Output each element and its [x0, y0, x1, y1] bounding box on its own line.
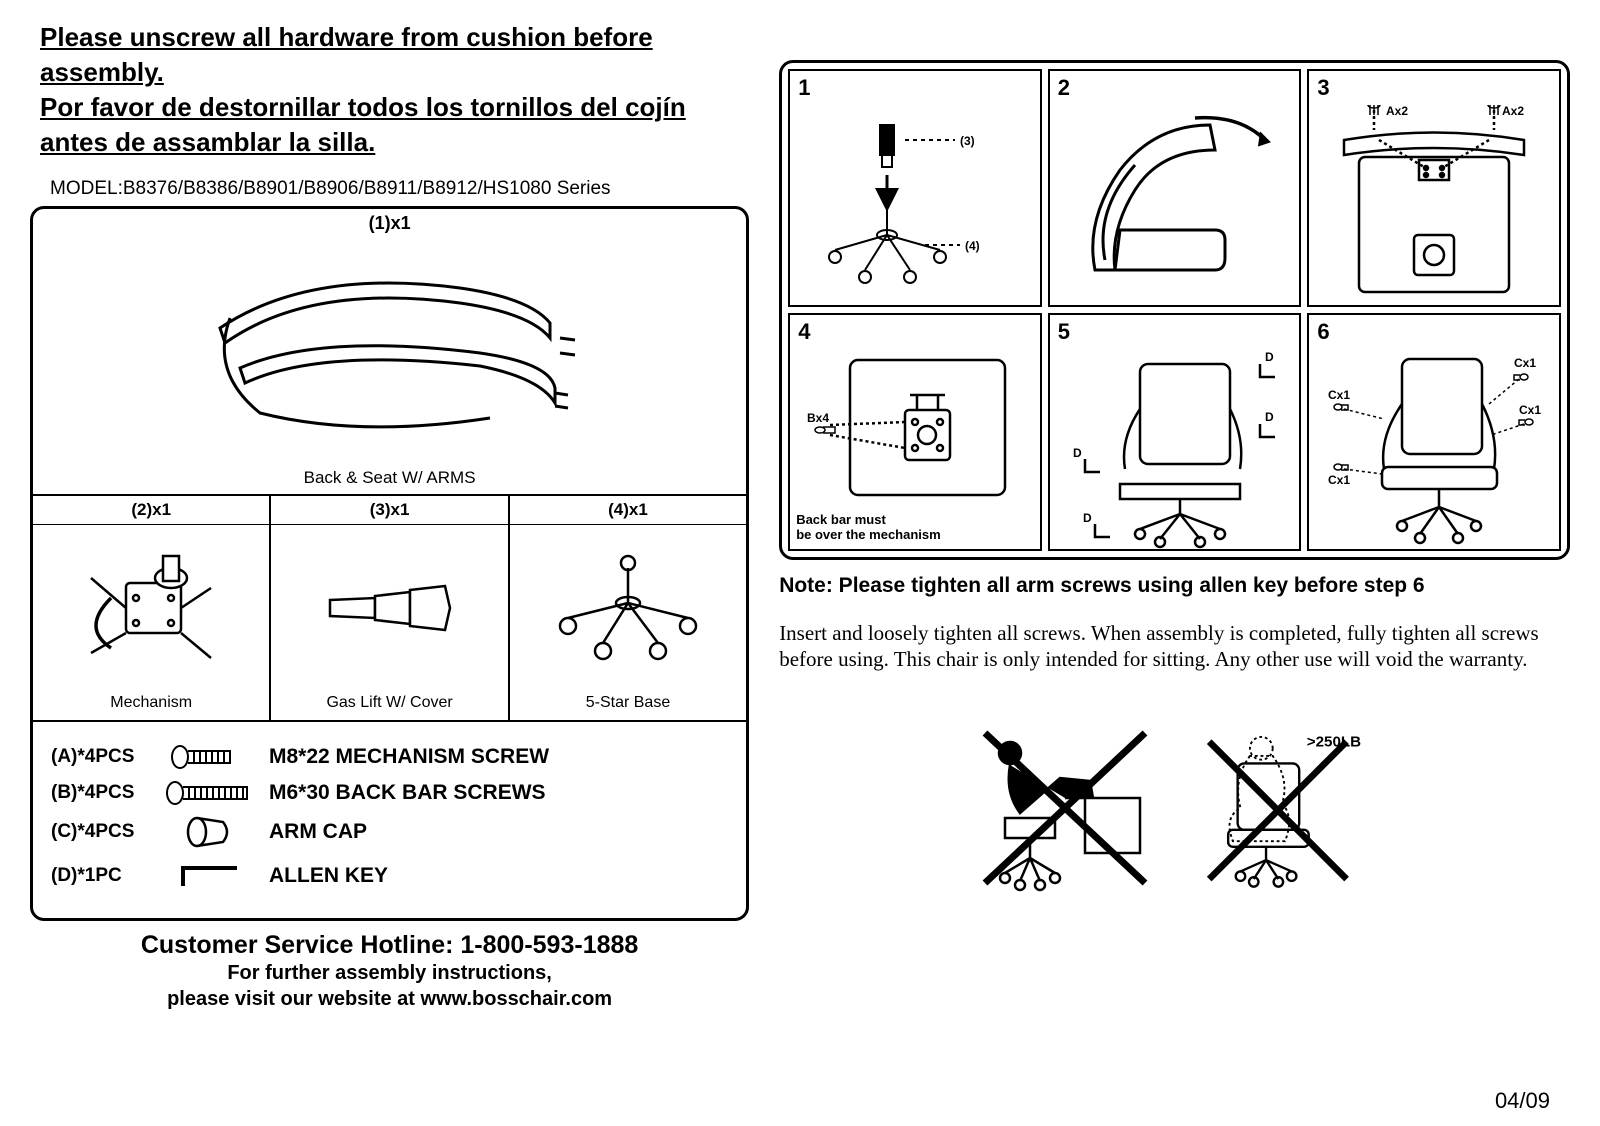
hw-label-0: M8*22 MECHANISM SCREW — [269, 745, 549, 769]
instruction-text: Insert and loosely tighten all screws. W… — [779, 620, 1570, 673]
mechanism-drawing — [33, 525, 269, 690]
sub-label-0: Mechanism — [33, 690, 269, 720]
main-part-drawing — [33, 238, 746, 468]
s3-ax2-l: Ax2 — [1386, 105, 1408, 118]
main-part-cell: (1)x1 Back & Seat W/ ARMS — [33, 209, 746, 496]
model-line: MODEL:B8376/B8386/B8901/B8906/B8911/B891… — [30, 178, 749, 200]
s1-annot-3: (3) — [960, 134, 975, 148]
hw-qty-0: (A)*4PCS — [51, 746, 151, 768]
s6-c2: Cx1 — [1519, 403, 1541, 417]
subpart-base: (4)x1 5-Star Base — [510, 496, 746, 720]
mechanism-icon — [76, 538, 226, 678]
s4-bx4: Bx4 — [807, 411, 829, 425]
hw-qty-3: (D)*1PC — [51, 865, 151, 887]
step-num-6: 6 — [1309, 315, 1559, 349]
hw-row-d: (D)*1PC ALLEN KEY — [51, 858, 728, 894]
step-1-drawing: (3) (4) — [790, 105, 1040, 305]
screw-short-icon — [165, 744, 255, 770]
allen-key-icon — [165, 858, 255, 894]
doc-date: 04/09 — [1495, 1088, 1550, 1114]
hw-row-a: (A)*4PCS M8*22 MECHANISM SCREW — [51, 744, 728, 770]
s3-ax2-r: Ax2 — [1502, 105, 1524, 118]
step-num-2: 2 — [1050, 71, 1300, 105]
s6-c1: Cx1 — [1514, 356, 1536, 370]
step-num-4: 4 — [790, 315, 1040, 349]
warning-weight: >250LB — [1195, 723, 1375, 893]
sub-qty-2: (4)x1 — [510, 496, 746, 525]
footer-contact: Customer Service Hotline: 1-800-593-1888… — [30, 931, 749, 1012]
footer-line1: For further assembly instructions, — [30, 960, 749, 986]
s6-c3: Cx1 — [1328, 388, 1350, 402]
s1-annot-4: (4) — [965, 239, 980, 253]
sub-qty-1: (3)x1 — [271, 496, 507, 525]
tighten-note: Note: Please tighten all arm screws usin… — [779, 574, 1570, 598]
hw-row-b: (B)*4PCS M6*30 BACK BAR SCREWS — [51, 780, 728, 806]
base-icon — [548, 548, 708, 668]
s5-d3: D — [1073, 446, 1082, 460]
subpart-gaslift: (3)x1 Gas Lift W/ Cover — [271, 496, 509, 720]
step-4-drawing: Bx4 — [790, 349, 1040, 511]
hw-qty-2: (C)*4PCS — [51, 821, 151, 843]
weight-label: >250LB — [1306, 733, 1360, 750]
warning-misuse — [975, 723, 1155, 893]
step-4-note: Back bar must be over the mechanism — [790, 511, 1040, 549]
subparts-row: (2)x1 Mechanism — [33, 496, 746, 722]
seat-back-arms-icon — [180, 258, 600, 448]
step-5-drawing: D D D D — [1050, 349, 1300, 549]
step-num-3: 3 — [1309, 71, 1559, 105]
steps-box: 1 (3) (4) — [779, 60, 1570, 560]
gaslift-icon — [315, 578, 465, 638]
step-num-1: 1 — [790, 71, 1040, 105]
step-3-drawing: Ax2 Ax2 — [1309, 105, 1559, 305]
step-6: 6 — [1307, 313, 1561, 551]
hardware-list: (A)*4PCS M8*22 MECHANISM SCREW (B)*4PCS … — [33, 722, 746, 918]
s5-d2: D — [1265, 410, 1274, 424]
gaslift-drawing — [271, 525, 507, 690]
hw-row-c: (C)*4PCS ARM CAP — [51, 816, 728, 848]
s5-d1: D — [1265, 350, 1274, 364]
sub-label-1: Gas Lift W/ Cover — [271, 690, 507, 720]
sub-label-2: 5-Star Base — [510, 690, 746, 720]
sub-qty-0: (2)x1 — [33, 496, 269, 525]
step-5: 5 D D — [1048, 313, 1302, 551]
footer-hotline: Customer Service Hotline: 1-800-593-1888 — [30, 931, 749, 960]
main-part-label: Back & Seat W/ ARMS — [33, 468, 746, 494]
step-3: 3 — [1307, 69, 1561, 307]
step-num-5: 5 — [1050, 315, 1300, 349]
header-warning: Please unscrew all hardware from cushion… — [30, 20, 749, 160]
step-1: 1 (3) (4) — [788, 69, 1042, 307]
hw-label-3: ALLEN KEY — [269, 864, 388, 888]
step-4: 4 Bx4 — [788, 313, 1042, 551]
s5-d4: D — [1083, 511, 1092, 525]
s6-c4: Cx1 — [1328, 473, 1350, 487]
warning-es: Por favor de destornillar todos los torn… — [40, 92, 686, 157]
footer-line2: please visit our website at www.bosschai… — [30, 986, 749, 1012]
subpart-mechanism: (2)x1 Mechanism — [33, 496, 271, 720]
warning-en: Please unscrew all hardware from cushion… — [40, 22, 653, 87]
parts-box: (1)x1 Back & Seat W/ ARMS (2)x1 — [30, 206, 749, 921]
hw-label-1: M6*30 BACK BAR SCREWS — [269, 781, 546, 805]
step-6-drawing: Cx1 Cx1 Cx1 Cx1 — [1309, 349, 1559, 549]
main-part-qty: (1)x1 — [33, 209, 746, 238]
base-drawing — [510, 525, 746, 690]
hw-qty-1: (B)*4PCS — [51, 782, 151, 804]
screw-long-icon — [165, 780, 255, 806]
cap-icon — [165, 816, 255, 848]
step-2: 2 — [1048, 69, 1302, 307]
step-2-drawing — [1050, 105, 1300, 305]
hw-label-2: ARM CAP — [269, 820, 367, 844]
warnings-row: >250LB — [779, 723, 1570, 893]
